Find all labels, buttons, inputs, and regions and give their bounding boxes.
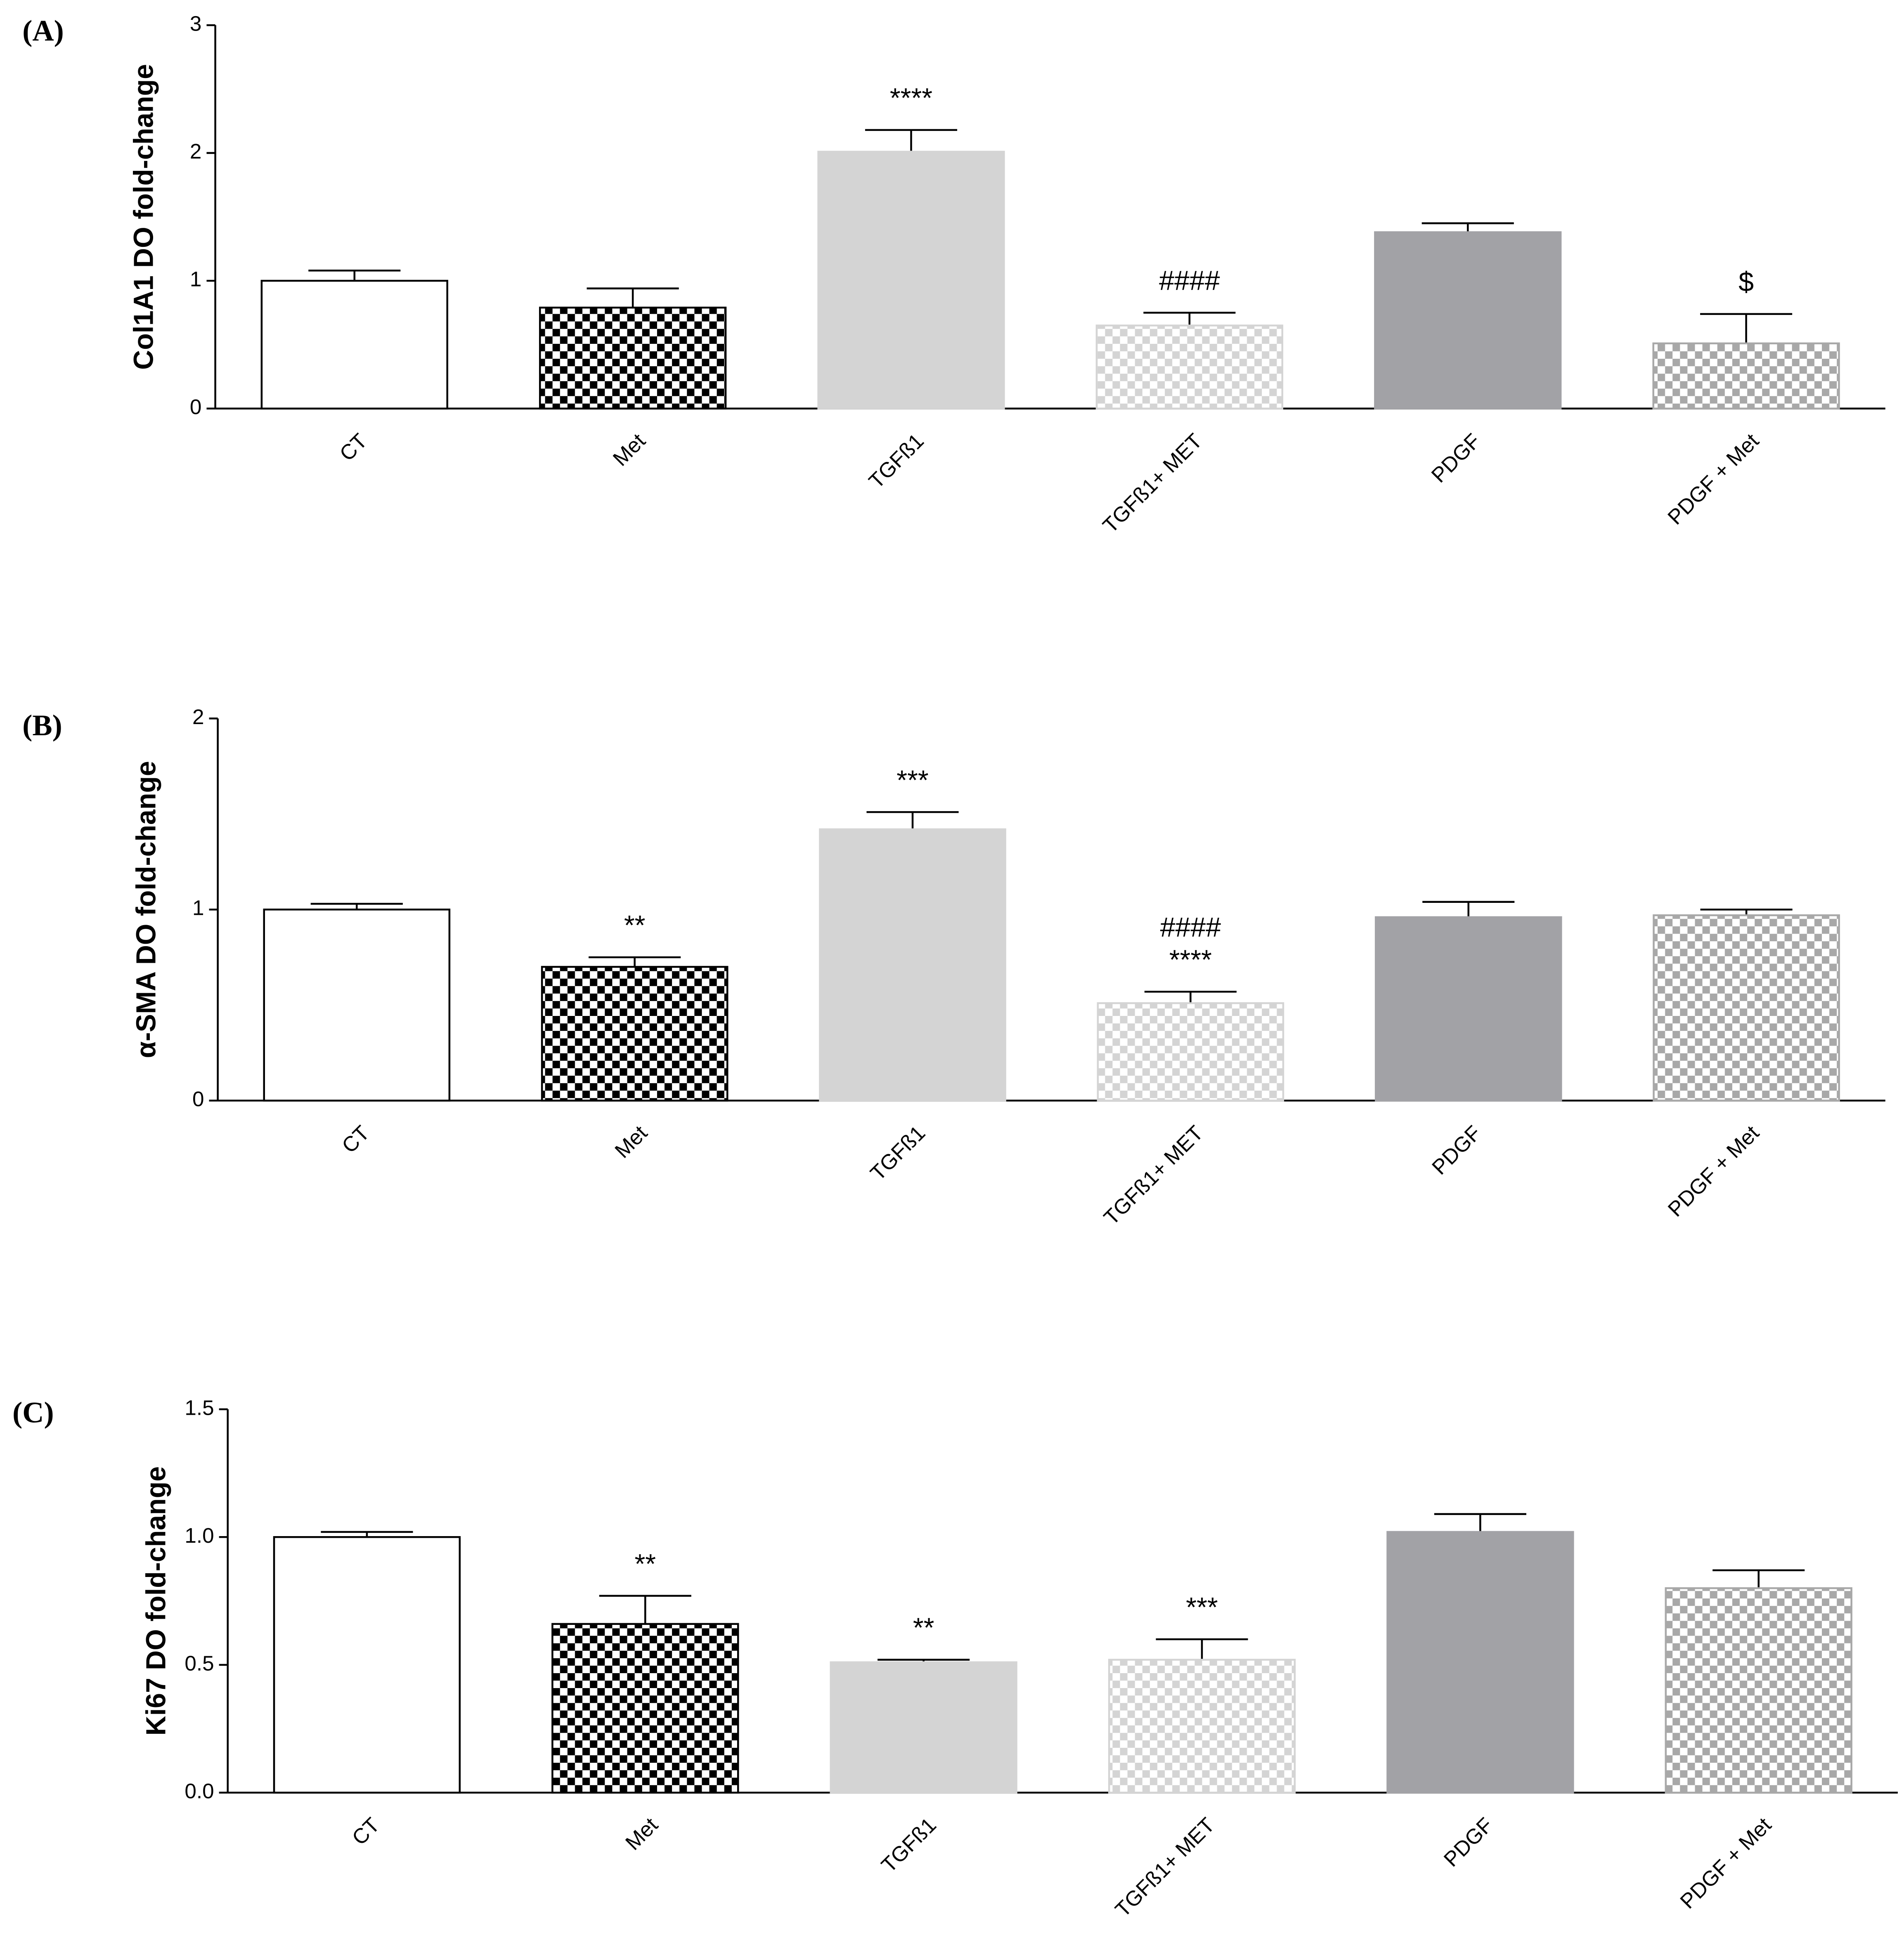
y-axis-label: α-SMA DO fold-change	[131, 761, 161, 1058]
bar	[830, 1661, 1017, 1794]
y-tick-label: 1	[190, 268, 202, 291]
x-tick-label: TGFß1+ MET	[1099, 1121, 1208, 1229]
significance-label: ####	[1159, 266, 1220, 296]
significance-label: **	[634, 1549, 656, 1579]
x-tick-label: TGFß1	[864, 429, 928, 493]
bar	[541, 966, 728, 1102]
bar	[1095, 324, 1284, 410]
bar	[1386, 1531, 1574, 1794]
bar	[1652, 342, 1840, 410]
bar	[1097, 1002, 1284, 1102]
bar	[273, 1536, 461, 1794]
x-tick-label: PDGF	[1439, 1813, 1497, 1871]
bar	[1374, 231, 1562, 410]
bar	[1653, 914, 1840, 1102]
x-tick-label: CT	[348, 1813, 384, 1850]
x-tick-label: Met	[608, 429, 650, 471]
y-tick-label: 1	[192, 896, 204, 920]
x-tick-label: TGFß1	[866, 1121, 930, 1185]
y-tick-label: 3	[190, 12, 202, 36]
significance-label: ****	[1169, 945, 1212, 975]
x-tick-label: Met	[610, 1121, 652, 1163]
x-tick-label: CT	[335, 429, 372, 466]
x-tick-label: PDGF + Met	[1663, 1121, 1764, 1221]
bar	[551, 1623, 739, 1794]
significance-label: **	[913, 1613, 934, 1643]
significance-label: ****	[890, 83, 932, 114]
x-tick-label: PDGF + Met	[1676, 1813, 1776, 1913]
y-tick-label: 0	[192, 1087, 204, 1111]
bar	[819, 828, 1006, 1102]
x-tick-label: PDGF + Met	[1663, 429, 1763, 529]
bar	[1374, 916, 1562, 1102]
y-tick-label: 2	[192, 705, 204, 729]
x-tick-label: Met	[621, 1813, 662, 1855]
x-tick-label: CT	[337, 1121, 374, 1158]
significance-label: ***	[1186, 1592, 1218, 1623]
y-tick-label: 0	[190, 395, 202, 419]
panel-label: (A)	[22, 14, 64, 47]
bar	[263, 908, 451, 1102]
y-axis-label: Ki67 DO fold-change	[141, 1466, 171, 1736]
y-tick-label: 0.0	[184, 1779, 214, 1803]
bar	[1665, 1587, 1852, 1794]
x-tick-label: TGFß1	[877, 1813, 941, 1877]
y-tick-label: 1.5	[184, 1396, 214, 1419]
bar	[1108, 1659, 1296, 1794]
significance-label: **	[624, 910, 646, 941]
bar	[260, 279, 448, 410]
panel-label: (C)	[12, 1396, 54, 1429]
y-tick-label: 2	[190, 140, 202, 163]
bar	[539, 306, 727, 410]
bar	[817, 151, 1005, 410]
x-tick-label: TGFß1+ MET	[1111, 1813, 1219, 1922]
significance-label: $	[1738, 267, 1754, 298]
x-tick-label: TGFß1+ MET	[1098, 429, 1207, 537]
x-tick-label: PDGF	[1427, 1121, 1485, 1179]
x-tick-label: PDGF	[1427, 429, 1485, 487]
y-tick-label: 0.5	[184, 1651, 214, 1675]
y-axis-label: Col1A1 DO fold-change	[128, 64, 159, 370]
y-tick-label: 1.0	[184, 1524, 214, 1547]
panel-label: (B)	[22, 709, 62, 742]
significance-label: ####	[1160, 912, 1221, 943]
significance-label: ***	[896, 765, 928, 796]
